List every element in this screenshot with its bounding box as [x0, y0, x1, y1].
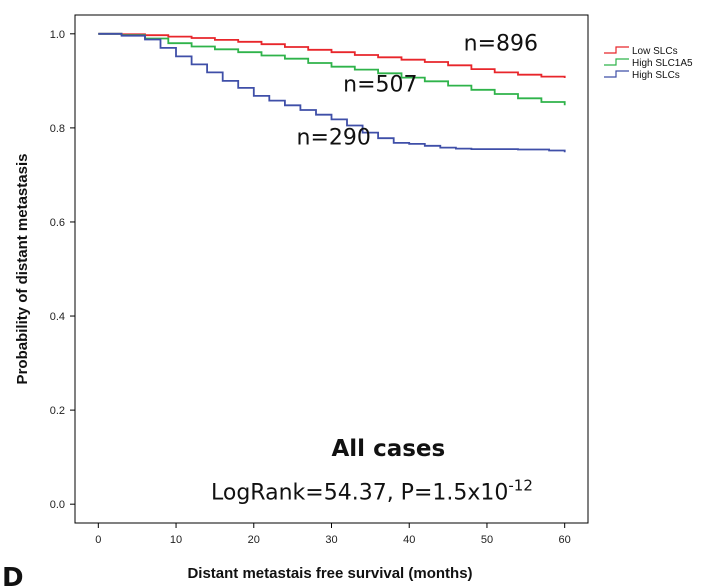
annotation-main: n=896 [464, 31, 538, 56]
y-tick-label: 0.8 [50, 123, 65, 135]
annotation-superscript: -12 [508, 476, 533, 494]
legend-label: High SLCs [632, 70, 680, 81]
legend-label: High SLC1A5 [632, 58, 693, 69]
x-tick-label: 60 [559, 534, 571, 546]
annotations: n=896 n=507 n=290 All cases LogRank=54.37, P… [211, 31, 538, 505]
series-line-low-slcs [98, 32, 566, 78]
x-tick-label: 20 [248, 534, 260, 546]
annotation-text: LogRank=54.37, P=1.5x10-12 [211, 476, 533, 505]
x-axis-ticks: 0 10 20 30 40 50 60 [95, 523, 571, 546]
y-tick-label: 1.0 [50, 29, 65, 41]
annotation-main: n=507 [343, 73, 417, 98]
annotation-main: LogRank=54.37, P=1.5x10 [211, 480, 508, 505]
legend-swatch [604, 46, 629, 54]
x-tick-label: 40 [403, 534, 415, 546]
annotation-text: n=507 [343, 73, 417, 98]
annotation-text: All cases [332, 436, 446, 462]
y-tick-label: 0.4 [50, 311, 65, 323]
x-tick-label: 50 [481, 534, 493, 546]
legend-swatch [604, 58, 629, 66]
annotation-text: n=290 [297, 125, 371, 150]
panel-label: D [2, 563, 24, 588]
series-line-high-slc1a5 [98, 32, 566, 106]
y-axis-ticks: 0.0 0.2 0.4 0.6 0.8 1.0 [50, 29, 75, 511]
annotation-text: n=896 [464, 31, 538, 56]
x-tick-label: 30 [325, 534, 337, 546]
x-axis-title: Distant metastais free survival (months) [187, 565, 472, 582]
legend-label: Low SLCs [632, 46, 678, 57]
annotation-main: All cases [332, 436, 446, 462]
legend-swatch [604, 70, 629, 78]
series-lines [98, 32, 566, 153]
y-axis-title: Probability of distant metastasis [14, 154, 31, 385]
x-tick-label: 0 [95, 534, 101, 546]
annotation-main: n=290 [297, 125, 371, 150]
y-tick-label: 0.2 [50, 405, 65, 417]
y-tick-label: 0.6 [50, 217, 65, 229]
series-line-high-slcs [98, 32, 566, 153]
y-tick-label: 0.0 [50, 499, 65, 511]
x-tick-label: 10 [170, 534, 182, 546]
